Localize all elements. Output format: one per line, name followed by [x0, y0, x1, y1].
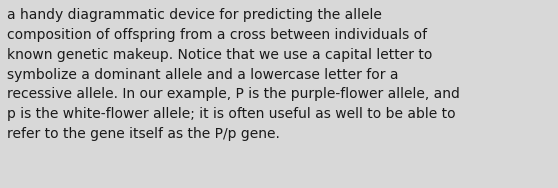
Text: a handy diagrammatic device for predicting the allele
composition of offspring f: a handy diagrammatic device for predicti…: [7, 8, 460, 141]
